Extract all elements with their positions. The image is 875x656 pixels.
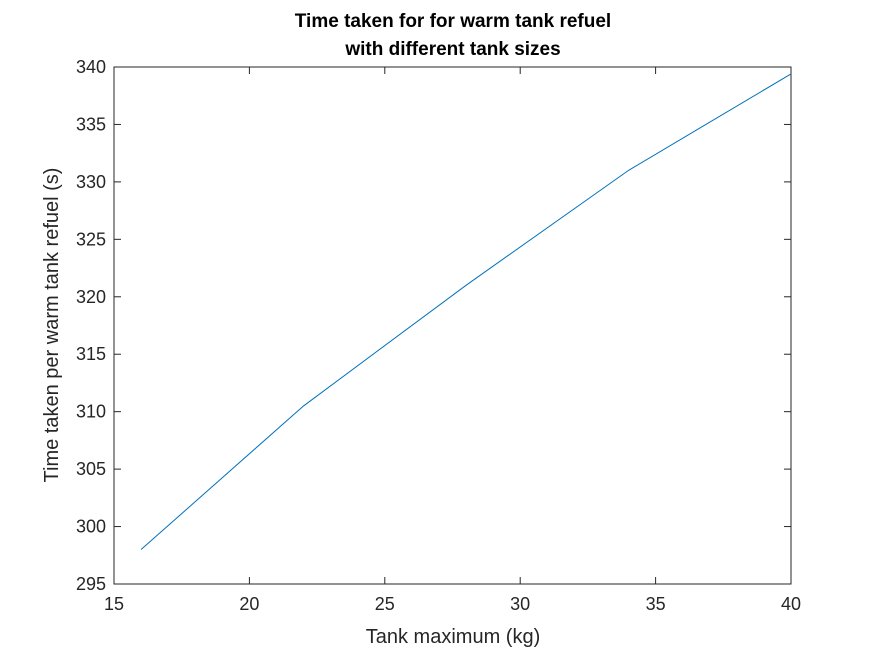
y-tick-label: 330 <box>76 172 106 192</box>
x-tick-label: 15 <box>104 594 124 614</box>
y-axis-label: Time taken per warm tank refuel (s) <box>41 168 63 483</box>
y-tick-label: 340 <box>76 57 106 77</box>
plot-area: 15 20 25 30 35 40 295 300 305 310 315 320 325 330 335 3… <box>76 57 801 614</box>
x-axis-label: Tank maximum (kg) <box>366 626 540 648</box>
x-tick-label: 35 <box>646 594 666 614</box>
y-tick-label: 320 <box>76 287 106 307</box>
x-tick-label: 20 <box>239 594 259 614</box>
x-tick-label: 30 <box>510 594 530 614</box>
y-tick-label: 305 <box>76 459 106 479</box>
chart-title-line-1: Time taken for for warm tank refuel <box>295 11 611 32</box>
axes-box <box>113 66 792 585</box>
y-tick-label: 295 <box>76 574 106 594</box>
series-line <box>140 73 792 550</box>
y-tick-label: 315 <box>76 344 106 364</box>
y-tick-label: 310 <box>76 402 106 422</box>
x-tick-label: 25 <box>375 594 395 614</box>
y-tick-label: 325 <box>76 229 106 249</box>
y-tick-label: 300 <box>76 517 106 537</box>
chart-title-line-2: with different tank sizes <box>344 39 560 60</box>
y-tick-label: 335 <box>76 114 106 134</box>
x-tick-label: 40 <box>781 594 801 614</box>
